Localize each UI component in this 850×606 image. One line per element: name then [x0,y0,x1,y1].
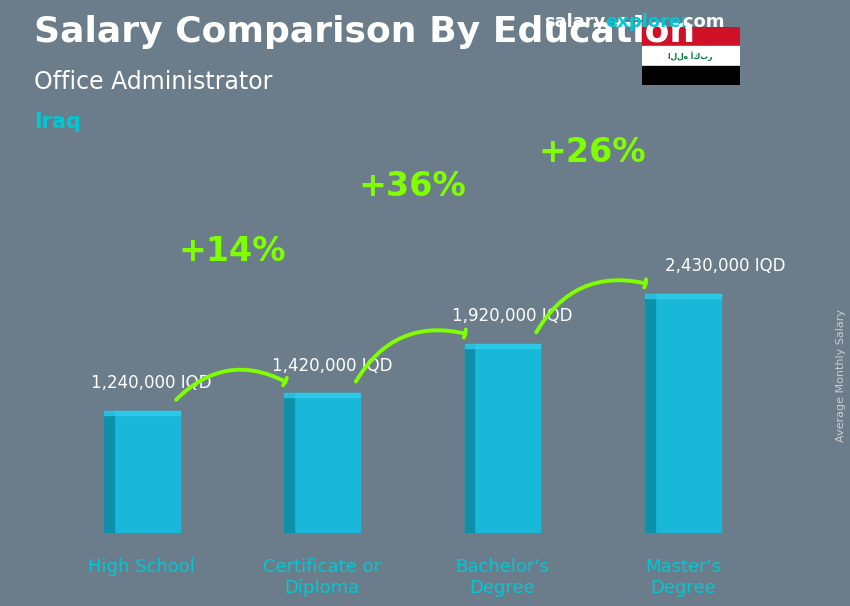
Text: .com: .com [676,13,724,32]
Text: Bachelor's
Degree: Bachelor's Degree [456,559,549,598]
Bar [284,393,360,397]
Bar [645,294,721,533]
Bar [104,411,114,533]
Text: High School: High School [88,559,196,576]
Bar [465,344,541,533]
Text: Salary Comparison By Education: Salary Comparison By Education [34,15,695,49]
Text: +36%: +36% [359,170,466,203]
Bar [465,344,541,348]
Text: الله أكبر: الله أكبر [668,51,713,61]
Text: Master's
Degree: Master's Degree [645,559,721,598]
Bar [642,65,740,85]
Bar [645,294,721,298]
Bar [642,27,740,47]
Text: explorer: explorer [605,13,690,32]
Bar [284,393,294,533]
Text: Average Monthly Salary: Average Monthly Salary [836,309,846,442]
Text: Office Administrator: Office Administrator [34,70,272,94]
Bar [284,393,360,533]
Text: salary: salary [544,13,605,32]
Bar [104,411,179,533]
Text: 1,920,000 IQD: 1,920,000 IQD [452,307,572,325]
Bar [645,294,654,533]
Text: Certificate or
Diploma: Certificate or Diploma [263,559,381,598]
Text: +26%: +26% [539,136,647,168]
Text: +14%: +14% [178,235,286,268]
Bar [465,344,474,533]
Text: 1,420,000 IQD: 1,420,000 IQD [271,356,392,375]
Text: 1,240,000 IQD: 1,240,000 IQD [91,375,212,392]
Text: 2,430,000 IQD: 2,430,000 IQD [665,257,785,275]
Text: Iraq: Iraq [34,112,81,132]
Bar [104,411,179,415]
Bar [642,47,740,65]
